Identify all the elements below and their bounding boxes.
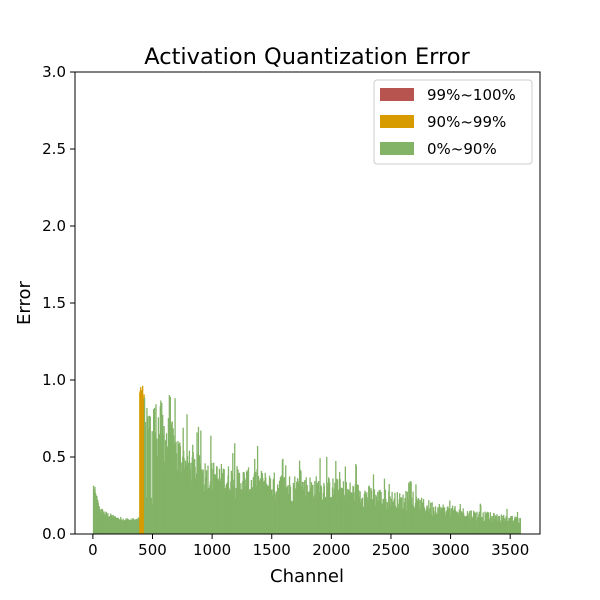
bars-layer — [92, 385, 522, 534]
channel-bar — [405, 491, 407, 534]
legend-label-99-100: 99%~100% — [427, 86, 516, 104]
channel-bar — [344, 466, 346, 534]
legend-swatch-99-100 — [380, 88, 414, 101]
legend-label-0-90: 0%~90% — [427, 140, 497, 158]
chart-title: Activation Quantization Error — [144, 44, 470, 70]
channel-bar — [149, 416, 151, 534]
channel-bar — [409, 481, 411, 534]
x-tick-label: 0 — [88, 541, 98, 559]
channel-bar — [144, 422, 147, 534]
channel-bar — [335, 460, 337, 534]
x-tick-label: 1500 — [253, 541, 291, 559]
x-tick-label: 2000 — [312, 541, 350, 559]
channel-bar — [408, 484, 410, 534]
channel-bar — [210, 435, 212, 534]
channel-bar — [234, 443, 236, 534]
y-tick-label: 1.5 — [42, 294, 66, 312]
x-tick-label: 3000 — [431, 541, 469, 559]
channel-bar — [151, 431, 153, 534]
legend: 99%~100% 90%~99% 0%~90% — [373, 79, 533, 165]
x-tick-label: 1000 — [193, 541, 231, 559]
y-tick-label: 0.0 — [42, 525, 66, 543]
channel-bar — [506, 508, 508, 534]
channel-bar — [147, 428, 149, 534]
legend-swatch-0-90 — [380, 142, 414, 155]
legend-swatch-90-99 — [380, 115, 414, 128]
y-tick-label: 2.5 — [42, 140, 66, 158]
legend-label-90-99: 90%~99% — [427, 113, 506, 131]
x-tick-label: 2500 — [372, 541, 410, 559]
channel-bar — [256, 445, 259, 534]
x-axis: 0 500 1000 1500 2000 2500 3000 3500 — [88, 534, 529, 559]
channel-bar — [196, 432, 198, 534]
x-tick-label: 500 — [138, 541, 167, 559]
y-tick-label: 1.0 — [42, 371, 66, 389]
y-tick-label: 2.0 — [42, 217, 66, 235]
x-tick-label: 3500 — [491, 541, 529, 559]
channel-bar — [519, 518, 522, 534]
y-tick-label: 0.5 — [42, 448, 66, 466]
y-axis: 0.0 0.5 1.0 1.5 2.0 2.5 3.0 — [42, 63, 75, 543]
y-tick-label: 3.0 — [42, 63, 66, 81]
channel-bar — [449, 500, 451, 534]
y-axis-label: Error — [14, 280, 35, 324]
channel-bar — [319, 458, 321, 534]
channel-bar — [148, 415, 150, 534]
x-axis-label: Channel — [270, 566, 344, 587]
